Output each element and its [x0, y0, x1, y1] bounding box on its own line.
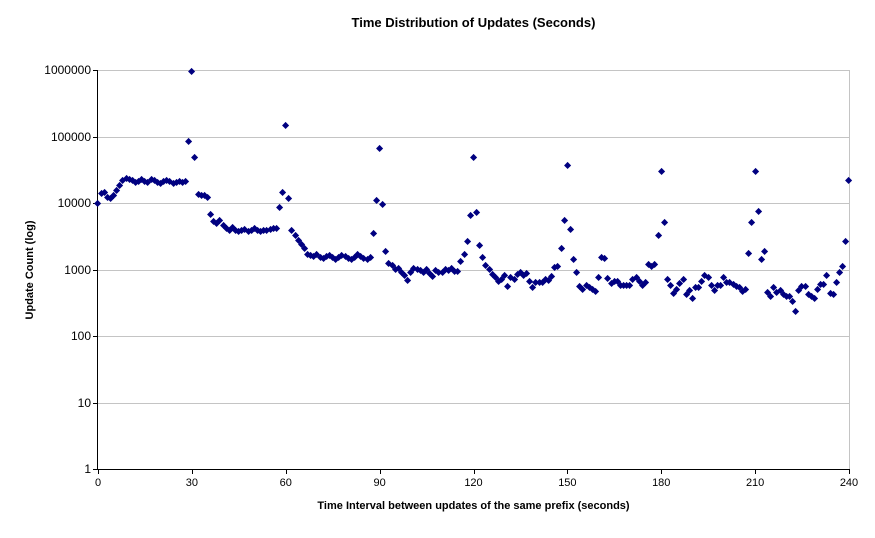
data-point [832, 278, 841, 287]
data-point [375, 144, 384, 152]
y-tick-label: 1 [84, 462, 91, 477]
data-point [463, 238, 471, 246]
data-point [845, 176, 853, 184]
x-tick-mark [755, 470, 757, 475]
data-point [751, 168, 759, 176]
y-tick-label: 10000 [57, 196, 91, 211]
x-tick-label: 30 [185, 477, 198, 490]
y-tick-mark [93, 136, 98, 138]
data-point [369, 229, 378, 238]
y-gridline [98, 136, 849, 138]
x-tick-label: 90 [373, 477, 386, 490]
data-point [688, 294, 697, 303]
x-axis-title: Time Interval between updates of the sam… [317, 500, 630, 512]
data-point [282, 122, 290, 130]
data-point [792, 307, 800, 316]
data-point [185, 137, 193, 145]
data-point [285, 194, 293, 202]
x-tick-mark [98, 470, 99, 475]
data-point [476, 241, 484, 250]
chart-title: Time Distribution of Updates (Seconds) [351, 15, 596, 30]
y-tick-label: 1000 [64, 262, 91, 277]
x-tick-mark [285, 470, 287, 475]
x-axis-line [97, 469, 850, 470]
data-point [594, 273, 603, 282]
data-point [810, 295, 819, 303]
data-point [566, 225, 575, 234]
data-point [788, 297, 797, 305]
data-point [657, 168, 665, 176]
data-point [404, 276, 412, 285]
y-tick-mark [93, 336, 98, 338]
data-point [823, 272, 831, 280]
y-tick-mark [93, 402, 98, 404]
data-point [569, 256, 578, 264]
data-point [748, 218, 756, 227]
x-tick-mark [473, 470, 475, 475]
data-point [829, 291, 838, 299]
x-tick-mark [661, 470, 663, 475]
data-point [591, 287, 600, 296]
data-point [460, 250, 468, 259]
x-tick-mark [379, 470, 381, 475]
data-point [760, 248, 769, 256]
data-point [203, 193, 212, 202]
data-point [660, 218, 669, 227]
data-point [275, 203, 284, 211]
data-point [504, 282, 512, 291]
data-point [601, 255, 609, 263]
y-tick-mark [93, 70, 98, 71]
y-tick-label: 1000000 [44, 63, 91, 77]
data-point [454, 267, 462, 275]
data-point [742, 285, 750, 293]
y-gridline [98, 402, 849, 404]
x-tick-label: 0 [94, 477, 102, 490]
data-point [754, 208, 762, 216]
data-point [191, 153, 199, 161]
x-tick-label: 210 [745, 477, 765, 490]
x-tick-label: 180 [652, 477, 671, 490]
x-tick-label: 240 [839, 477, 859, 490]
y-gridline [98, 203, 849, 205]
plot-right-border [849, 70, 850, 470]
y-gridline [98, 269, 849, 271]
data-point [94, 200, 102, 208]
data-point [560, 216, 568, 225]
data-point [557, 244, 565, 252]
data-point [382, 248, 390, 256]
y-tick-label: 100000 [50, 129, 91, 144]
data-point [563, 162, 572, 170]
y-gridline [98, 70, 849, 71]
x-tick-mark [191, 470, 193, 475]
data-point [654, 232, 662, 240]
x-tick-label: 60 [279, 477, 292, 490]
x-tick-label: 120 [464, 477, 483, 490]
y-tick-label: 100 [70, 329, 91, 344]
x-tick-mark [567, 470, 569, 475]
x-tick-mark [849, 470, 850, 475]
data-point [479, 254, 487, 262]
data-point [278, 188, 287, 197]
data-point [457, 258, 465, 266]
y-gridline [98, 336, 849, 338]
data-point [745, 249, 753, 258]
data-point [469, 154, 478, 162]
y-tick-label: 10 [77, 395, 91, 410]
y-tick-mark [93, 269, 98, 271]
x-tick-label: 150 [558, 477, 577, 490]
y-tick-mark [93, 469, 98, 471]
data-point [757, 256, 766, 264]
